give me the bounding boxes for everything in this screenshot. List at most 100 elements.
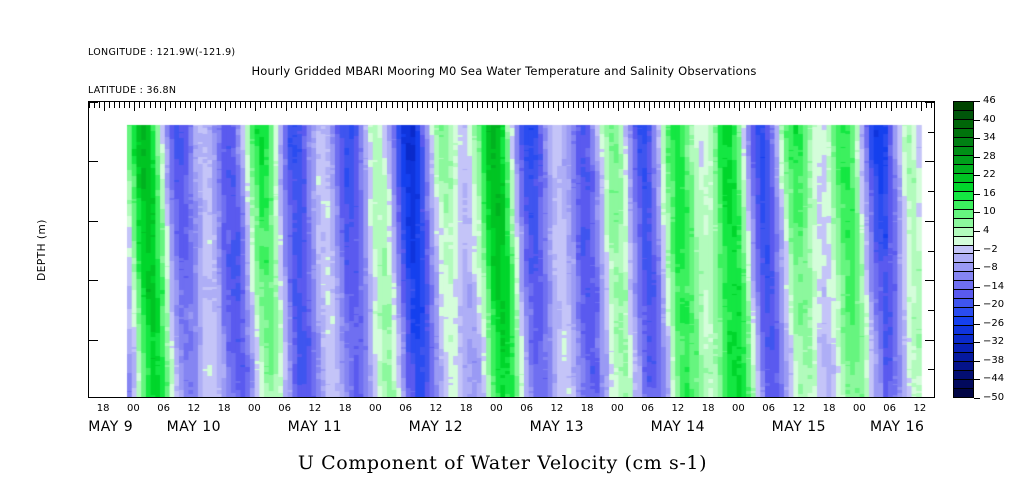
x-axis-tick-top: [799, 102, 801, 111]
x-axis-tick-top: [114, 102, 116, 108]
x-axis-minor-tick: [669, 397, 670, 398]
x-axis-tick: [104, 397, 105, 398]
colorbar-band: [954, 317, 973, 327]
x-axis-tick-top: [915, 102, 917, 108]
x-axis-minor-tick: [563, 397, 564, 398]
x-axis-tick-top: [351, 102, 353, 108]
colorbar-band: [954, 380, 973, 389]
x-axis-minor-tick: [477, 397, 478, 398]
x-axis-tick-top: [124, 102, 126, 108]
x-axis-tick-top: [462, 102, 464, 108]
x-axis-tick-top: [653, 102, 655, 108]
x-axis-minor-tick: [533, 397, 534, 398]
y-axis-tick-right: [925, 280, 934, 282]
x-axis-tick-top: [376, 102, 378, 111]
x-axis-tick-top: [492, 102, 494, 108]
x-axis-minor-tick: [341, 397, 342, 398]
x-axis-tick-top: [749, 102, 751, 108]
colorbar-tick-label: 40: [983, 113, 996, 125]
colorbar-band: [954, 290, 973, 300]
x-axis-tick-top: [199, 102, 201, 108]
colorbar-band: [954, 200, 973, 210]
x-axis-tick-top: [310, 102, 312, 108]
x-axis-hour-label: 06: [399, 403, 412, 414]
x-axis-minor-tick: [417, 397, 418, 398]
x-axis-tick-top: [139, 102, 141, 108]
x-axis-tick-top: [331, 102, 332, 108]
x-axis-tick-top: [542, 102, 544, 108]
colorbar-band: [954, 227, 973, 237]
x-axis-tick-top: [457, 102, 459, 108]
x-axis-minor-tick: [518, 397, 519, 398]
x-axis-minor-tick: [835, 397, 836, 398]
colorbar-band: [954, 137, 973, 147]
x-axis-tick-top: [739, 102, 741, 111]
x-axis-tick-top: [401, 102, 403, 108]
x-axis-tick-top: [699, 102, 701, 108]
x-axis-tick: [891, 397, 892, 398]
colorbar-band: [954, 146, 973, 156]
colorbar-labels: 46 40 34 28 22 16 10 4 −2 −8 −14 −20 −26 −32 −38 −44 −50: [974, 95, 1009, 403]
x-axis-minor-tick: [548, 397, 549, 398]
x-axis-tick: [709, 397, 710, 398]
velocity-heatmap: [89, 102, 934, 397]
x-axis-tick-top: [436, 102, 438, 111]
y-axis-tick-inner: [89, 102, 98, 103]
x-axis-tick-top: [255, 102, 257, 111]
x-axis-minor-tick: [119, 397, 120, 398]
colorbar-band: [954, 245, 973, 255]
y-axis-minor-tick-right: [928, 131, 934, 133]
x-axis-tick-top: [724, 102, 726, 108]
x-axis-minor-tick: [825, 397, 826, 398]
x-axis-tick-top: [204, 102, 206, 108]
x-axis-minor-tick: [608, 397, 609, 398]
colorbar-tick: [974, 360, 980, 362]
x-axis-tick-top: [905, 102, 907, 108]
x-axis-tick-top: [300, 102, 302, 108]
colorbar-tick: [974, 212, 980, 214]
x-axis-hour-label: 18: [459, 403, 473, 414]
x-axis-tick-top: [930, 102, 932, 108]
x-axis-minor-tick: [507, 397, 508, 398]
x-axis-minor-tick: [281, 397, 282, 398]
x-axis-minor-tick: [271, 397, 272, 398]
colorbar-tick-label: 28: [983, 150, 996, 162]
colorbar-band: [954, 326, 973, 336]
x-axis-tick-top: [633, 102, 635, 108]
y-axis-tick-right: [925, 161, 934, 163]
x-axis-tick: [679, 397, 680, 398]
x-axis-tick-top: [562, 102, 564, 108]
y-axis-minor-tick: [88, 132, 89, 133]
x-axis-minor-tick: [502, 397, 503, 398]
x-axis-hour-label: 18: [338, 403, 352, 414]
x-axis-minor-tick: [99, 397, 100, 398]
y-axis-tick-inner: [89, 339, 98, 341]
x-axis-minor-tick: [644, 397, 645, 398]
x-axis-minor-tick: [296, 397, 297, 398]
x-axis-tick-top: [794, 102, 796, 108]
x-axis-minor-tick: [790, 397, 791, 398]
x-axis-minor-tick: [427, 397, 428, 398]
x-axis-minor-tick: [714, 397, 715, 398]
x-axis-tick-top: [815, 102, 816, 108]
x-axis-minor-tick: [139, 397, 140, 398]
x-axis-tick-top: [537, 102, 539, 108]
x-axis-tick-top: [416, 102, 418, 108]
x-axis-tick-top: [507, 102, 509, 108]
x-axis-tick-top: [567, 102, 569, 108]
x-axis-tick-top: [89, 102, 90, 108]
x-axis-tick-top: [144, 102, 146, 108]
x-axis-tick-top: [532, 102, 534, 108]
x-axis-tick-top: [99, 102, 101, 108]
x-axis-tick-top: [94, 102, 96, 108]
x-axis-minor-tick: [815, 397, 816, 398]
colorbar-tick: [974, 175, 980, 177]
x-axis-tick: [800, 397, 801, 398]
x-axis-minor-tick: [926, 397, 927, 398]
x-axis-tick-top: [855, 102, 857, 108]
colorbar-band: [954, 353, 973, 363]
x-axis-tick-top: [446, 102, 448, 108]
x-axis-minor-tick: [755, 397, 756, 398]
x-axis-tick-top: [704, 102, 706, 108]
x-axis-minor-tick: [250, 397, 251, 398]
